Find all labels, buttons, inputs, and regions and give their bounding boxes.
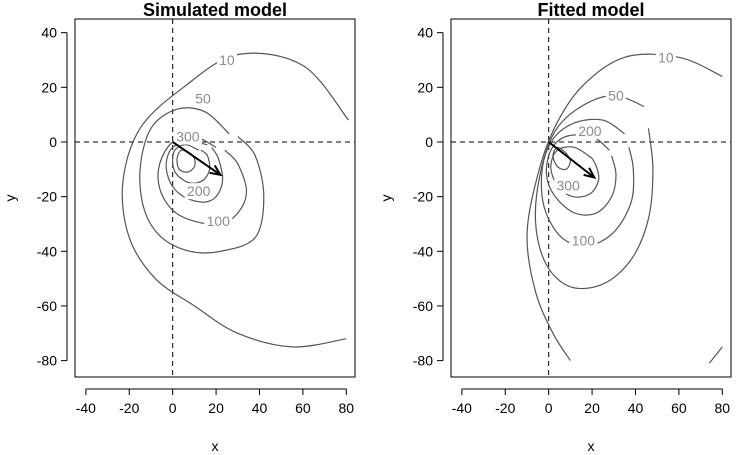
chart-title: Fitted model	[538, 0, 645, 20]
contour-label-bg	[193, 90, 214, 107]
x-tick-label: 20	[208, 400, 224, 416]
x-tick-label: 20	[584, 400, 600, 416]
contour-label: 50	[608, 88, 624, 104]
contour-label: 10	[658, 49, 674, 65]
panel-1: Simulated model -40 -20 0 20 40 60 80 x -80 -60 -40…	[2, 0, 356, 454]
direction-arrow-head	[209, 164, 223, 177]
direction-arrow	[548, 141, 595, 179]
contour-label-bg	[569, 232, 598, 249]
y-tick-label: 40	[417, 25, 433, 41]
x-tick-label: 40	[628, 400, 644, 416]
y-tick-label: -40	[413, 243, 433, 259]
y-tick-label: 0	[425, 134, 433, 150]
plot-frame	[74, 18, 356, 378]
contour-label-bg	[655, 49, 676, 66]
contour-line	[545, 134, 617, 216]
y-tick-label: 20	[41, 79, 57, 95]
contour-line	[176, 149, 196, 173]
contour-line	[708, 346, 723, 364]
y-tick-label: 40	[41, 25, 57, 41]
x-axis-label: x	[212, 438, 219, 454]
x-tick-label: 80	[339, 400, 355, 416]
x-tick-label: -20	[495, 400, 515, 416]
y-tick-label: -40	[37, 243, 57, 259]
x-tick-label: 0	[169, 400, 177, 416]
y-tick-label: -20	[37, 189, 57, 205]
y-tick-label: -20	[413, 189, 433, 205]
contour-label-bg	[605, 87, 626, 104]
contour-line	[139, 107, 265, 254]
y-tick-label: 20	[417, 79, 433, 95]
contour-label-bg	[554, 177, 583, 194]
contour-label: 300	[176, 129, 200, 145]
contour-line	[121, 52, 349, 348]
contour-label-bg	[173, 128, 202, 145]
plot-frame	[450, 18, 732, 378]
y-tick-label: -60	[413, 298, 433, 314]
contour-line	[526, 53, 723, 361]
contour-label: 200	[187, 183, 211, 199]
x-tick-label: 40	[252, 400, 268, 416]
y-axis-label: y	[378, 195, 394, 202]
contour-label: 50	[195, 90, 211, 106]
x-axis-label: x	[588, 438, 595, 454]
x-tick-label: 60	[295, 400, 311, 416]
contour-line	[540, 118, 635, 247]
contour-label-bg	[216, 51, 237, 68]
contour-line	[552, 146, 572, 171]
contour-label: 200	[578, 123, 602, 139]
plot-content: 10 50 100 200 300	[75, 19, 355, 377]
contour-label-bg	[204, 213, 233, 230]
contour-label-bg	[184, 183, 213, 200]
contour-label: 100	[572, 232, 596, 248]
y-axis-label: y	[2, 195, 18, 202]
x-tick-label: 60	[671, 400, 687, 416]
direction-arrow	[172, 141, 221, 176]
x-tick-label: -20	[119, 400, 139, 416]
y-tick-label: -80	[413, 353, 433, 369]
x-tick-label: 0	[545, 400, 553, 416]
plot-content: 10 50 100 200 300	[451, 19, 731, 377]
contour-line	[534, 94, 654, 290]
y-tick-label: -80	[37, 353, 57, 369]
direction-arrow-head	[583, 167, 597, 180]
y-tick-label: 0	[49, 134, 57, 150]
contour-label: 300	[557, 178, 581, 194]
contour-label: 100	[207, 213, 231, 229]
x-tick-label: -40	[76, 400, 96, 416]
contour-label: 10	[219, 52, 235, 68]
x-tick-label: 80	[715, 400, 731, 416]
x-tick-label: -40	[452, 400, 472, 416]
y-tick-label: -60	[37, 298, 57, 314]
contour-label-bg	[575, 123, 604, 140]
panel-2: Fitted model -40 -20 0 20 40 60 80 x -80 -60 -40 -20…	[378, 0, 732, 454]
chart-title: Simulated model	[143, 0, 287, 20]
